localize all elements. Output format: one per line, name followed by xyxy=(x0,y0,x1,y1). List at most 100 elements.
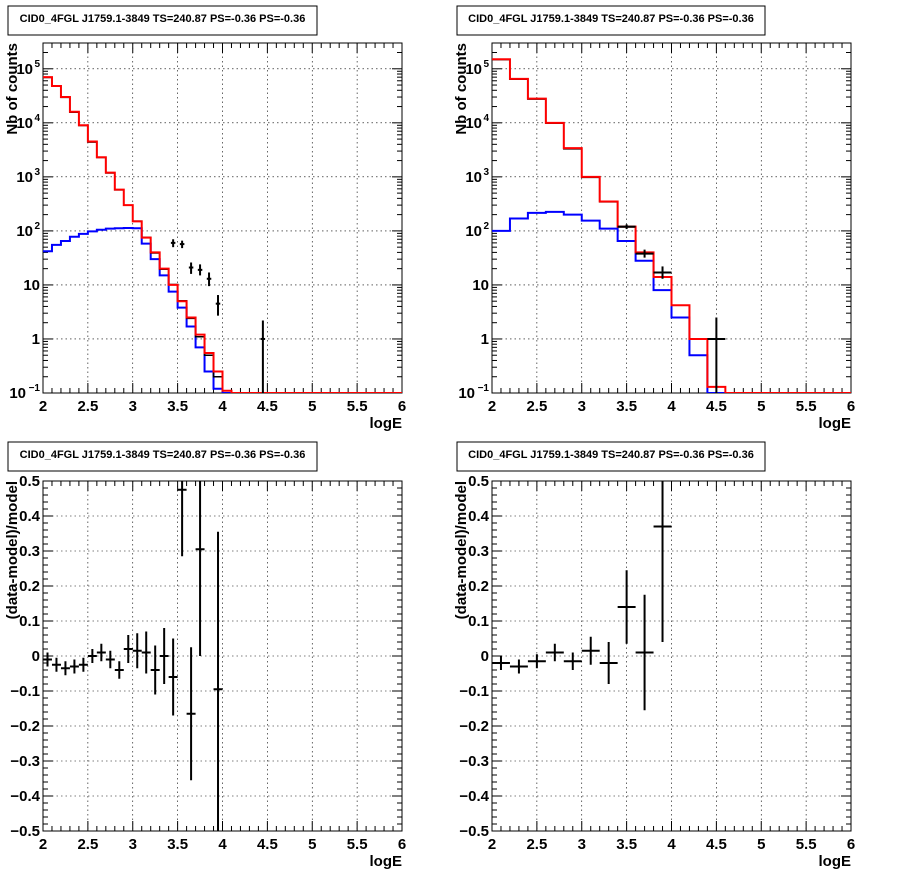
y-tick-label-exponent: 3 xyxy=(34,167,40,178)
y-tick-label: 0.3 xyxy=(19,543,40,560)
x-axis-label: logE xyxy=(819,853,852,870)
y-tick-label-exponent: 4 xyxy=(34,113,40,124)
red-histogram xyxy=(492,58,851,393)
y-tick-label: 10 xyxy=(23,277,40,294)
x-tick-label: 4.5 xyxy=(257,836,278,853)
y-tick-label: 1 xyxy=(481,331,489,348)
plot-area xyxy=(43,481,223,831)
y-tick-label: −0.1 xyxy=(459,683,489,700)
y-tick-label: −0.5 xyxy=(459,823,489,840)
y-tick-label: 10 xyxy=(465,223,482,240)
y-tick-label: 0.4 xyxy=(19,508,41,525)
x-tick-label: 3.5 xyxy=(616,836,637,853)
chart-panel-2: CID0_4FGL J1759.1-3849 TS=240.87 PS=-0.3… xyxy=(453,5,855,432)
y-tick-label-exponent: 2 xyxy=(34,221,40,232)
y-tick-label: 0.2 xyxy=(19,578,40,595)
x-tick-label: 6 xyxy=(847,836,855,853)
x-axis-label: logE xyxy=(370,853,403,870)
x-tick-label: 4 xyxy=(667,398,676,415)
x-tick-label: 4 xyxy=(218,398,227,415)
plot-area xyxy=(492,58,851,393)
x-tick-label: 2 xyxy=(39,836,47,853)
y-tick-label-exponent: −1 xyxy=(29,383,41,394)
x-tick-label: 4.5 xyxy=(257,398,278,415)
chart-panel-3: CID0_4FGL J1759.1-3849 TS=240.87 PS=-0.3… xyxy=(4,441,406,870)
x-tick-label: 4 xyxy=(667,836,676,853)
y-axis-label: Nb of counts xyxy=(4,43,21,135)
chart-title: CID0_4FGL J1759.1-3849 TS=240.87 PS=-0.3… xyxy=(20,449,306,461)
y-tick-label: −0.1 xyxy=(10,683,40,700)
x-tick-label: 5.5 xyxy=(796,836,817,853)
x-tick-label: 2 xyxy=(488,836,496,853)
x-tick-label: 3.5 xyxy=(616,398,637,415)
y-tick-label-exponent: 3 xyxy=(483,167,489,178)
y-tick-label: −0.2 xyxy=(10,718,40,735)
y-tick-label: 0 xyxy=(32,648,40,665)
y-tick-label: −0.2 xyxy=(459,718,489,735)
y-tick-label: 0.5 xyxy=(19,473,40,490)
y-tick-label: 10 xyxy=(9,385,26,402)
chart-title: CID0_4FGL J1759.1-3849 TS=240.87 PS=-0.3… xyxy=(468,449,754,461)
red-histogram xyxy=(43,76,402,393)
y-tick-label: 10 xyxy=(472,277,489,294)
title-box xyxy=(456,5,766,36)
x-tick-label: 6 xyxy=(398,398,406,415)
y-tick-label-exponent: −1 xyxy=(478,383,490,394)
y-tick-label-exponent: 4 xyxy=(483,113,489,124)
x-tick-label: 6 xyxy=(398,836,406,853)
x-tick-label: 5 xyxy=(757,836,765,853)
y-axis-label: (data-model)/model xyxy=(4,481,21,619)
x-tick-label: 3.5 xyxy=(167,836,188,853)
y-tick-label: −0.3 xyxy=(459,753,489,770)
y-tick-label: 10 xyxy=(16,223,33,240)
plot-area xyxy=(492,481,672,711)
chart-title: CID0_4FGL J1759.1-3849 TS=240.87 PS=-0.3… xyxy=(20,13,306,25)
x-tick-label: 2.5 xyxy=(526,836,547,853)
x-tick-label: 4.5 xyxy=(706,398,727,415)
y-tick-label: 10 xyxy=(465,61,482,78)
y-tick-label: 10 xyxy=(458,385,475,402)
x-tick-label: 3 xyxy=(578,836,586,853)
y-tick-label: 1 xyxy=(32,331,40,348)
x-tick-label: 4.5 xyxy=(706,836,727,853)
x-tick-label: 2.5 xyxy=(77,398,98,415)
x-tick-label: 2 xyxy=(39,398,47,415)
y-tick-label: 10 xyxy=(16,61,33,78)
plot-area xyxy=(43,76,402,393)
title-box xyxy=(7,5,318,36)
chart-panel-4: CID0_4FGL J1759.1-3849 TS=240.87 PS=-0.3… xyxy=(453,441,855,870)
y-axis-label: (data-model)/model xyxy=(453,481,470,619)
y-tick-label: −0.4 xyxy=(459,788,489,805)
title-box xyxy=(456,441,766,472)
y-tick-label: −0.3 xyxy=(10,753,40,770)
y-tick-label: 0.4 xyxy=(468,508,490,525)
blue-histogram xyxy=(492,210,851,393)
x-tick-label: 3 xyxy=(578,398,586,415)
x-tick-label: 5.5 xyxy=(347,836,368,853)
x-tick-label: 5 xyxy=(308,836,316,853)
y-tick-label: 0.2 xyxy=(468,578,489,595)
x-tick-label: 4 xyxy=(218,836,227,853)
x-tick-label: 5 xyxy=(757,398,765,415)
y-tick-label-exponent: 5 xyxy=(34,59,40,70)
x-tick-label: 3.5 xyxy=(167,398,188,415)
x-tick-label: 2.5 xyxy=(526,398,547,415)
chart-panel-1: CID0_4FGL J1759.1-3849 TS=240.87 PS=-0.3… xyxy=(4,5,406,432)
x-tick-label: 5.5 xyxy=(796,398,817,415)
y-tick-label: 10 xyxy=(16,115,33,132)
x-tick-label: 5 xyxy=(308,398,316,415)
y-tick-label: −0.5 xyxy=(10,823,40,840)
y-tick-label: 10 xyxy=(465,169,482,186)
x-tick-label: 3 xyxy=(129,836,137,853)
y-tick-label: 0.3 xyxy=(468,543,489,560)
y-tick-label-exponent: 2 xyxy=(483,221,489,232)
x-tick-label: 3 xyxy=(129,398,137,415)
chart-title: CID0_4FGL J1759.1-3849 TS=240.87 PS=-0.3… xyxy=(468,13,754,25)
y-tick-label: −0.4 xyxy=(10,788,40,805)
x-axis-label: logE xyxy=(819,415,852,432)
y-tick-label: 10 xyxy=(465,115,482,132)
x-tick-label: 6 xyxy=(847,398,855,415)
x-tick-label: 5.5 xyxy=(347,398,368,415)
x-tick-label: 2 xyxy=(488,398,496,415)
